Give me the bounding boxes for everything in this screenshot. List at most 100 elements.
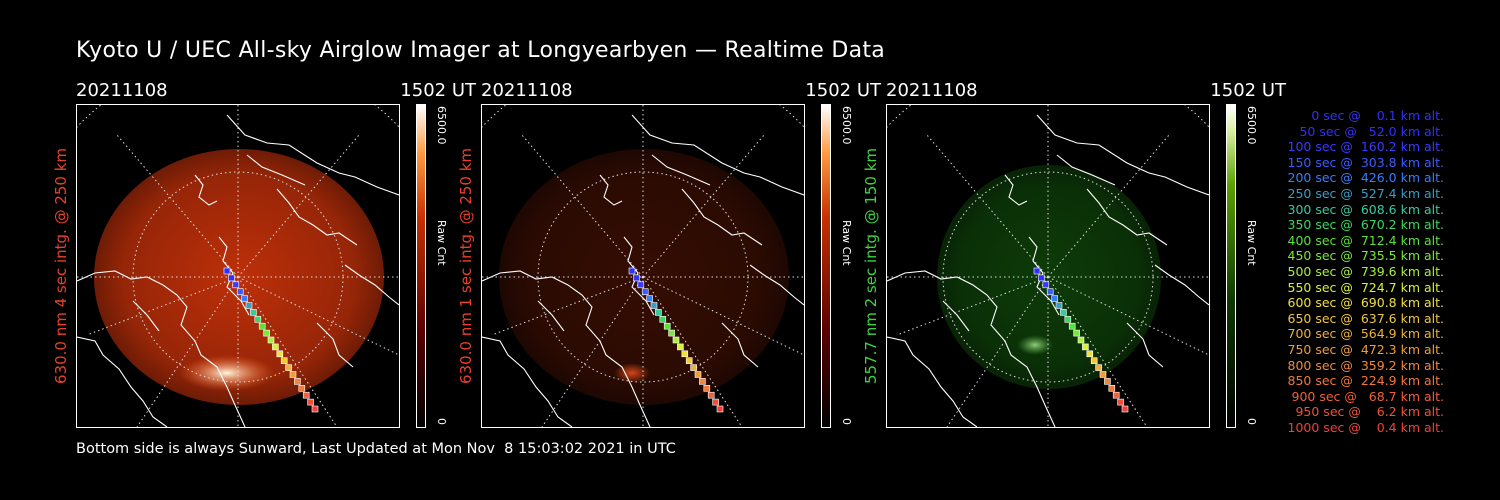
- trajectory-marker: [637, 281, 645, 289]
- legend-entry: 500 sec @ 739.6 km alt.: [1283, 263, 1445, 279]
- trajectory-marker: [263, 329, 270, 337]
- trajectory-marker: [699, 378, 706, 385]
- panel-time: 1502 UT: [400, 80, 476, 101]
- legend-entry: 650 sec @ 637.6 km alt.: [1283, 310, 1445, 326]
- allsky-image: [76, 104, 400, 428]
- trajectory-marker: [641, 288, 649, 295]
- legend-entry: 300 sec @ 608.6 km alt.: [1283, 201, 1445, 217]
- grid-lines: [482, 105, 804, 427]
- trajectory-marker: [1077, 336, 1085, 344]
- panel-wavelength-label: 630.0 nm 4 sec intg. @ 250 km: [52, 147, 70, 385]
- trajectory-marker: [633, 274, 640, 282]
- trajectory-marker: [1099, 371, 1107, 378]
- trajectory-marker: [1051, 295, 1058, 302]
- trajectory-marker: [690, 364, 697, 371]
- trajectory-marker: [276, 350, 284, 358]
- aurora-hotspot: [614, 363, 650, 383]
- trajectory-marker: [236, 288, 244, 295]
- trajectory-legend: 0 sec @ 0.1 km alt. 50 sec @ 52.0 km alt…: [1264, 108, 1445, 435]
- trajectory-marker: [258, 322, 266, 330]
- trajectory-marker: [1068, 322, 1076, 330]
- trajectory-marker: [280, 357, 288, 364]
- legend-entry: 600 sec @ 690.8 km alt.: [1283, 295, 1445, 311]
- colorbar: [1226, 104, 1236, 428]
- airglow-panel-630nm-1sec: 20211108 1502 UT 630.0 nm 1 sec intg. @ …: [457, 80, 881, 430]
- trajectory-marker: [1090, 357, 1098, 364]
- meridian-lines: [77, 105, 399, 427]
- meridian-lines: [482, 105, 804, 427]
- trajectory-marker: [1121, 405, 1129, 413]
- legend-entry: 150 sec @ 303.8 km alt.: [1283, 154, 1445, 170]
- trajectory-marker: [302, 391, 310, 399]
- colorbar-max: 6500.0: [840, 106, 853, 145]
- legend-entry: 200 sec @ 426.0 km alt.: [1283, 170, 1445, 186]
- trajectory-marker: [1046, 288, 1054, 295]
- legend-entry: 700 sec @ 564.9 km alt.: [1283, 326, 1445, 342]
- grid-lines: [887, 105, 1209, 427]
- legend-entry: 50 sec @ 52.0 km alt.: [1291, 123, 1444, 139]
- trajectory-marker: [232, 281, 240, 289]
- panel-date: 20211108: [76, 80, 168, 101]
- legend-entry: 450 sec @ 735.5 km alt.: [1283, 248, 1445, 264]
- trajectory-marker: [1117, 398, 1124, 406]
- trajectory-marker: [712, 398, 719, 406]
- trajectory-marker: [668, 329, 675, 337]
- trajectory-marker: [294, 378, 301, 385]
- trajectory-marker: [1064, 316, 1072, 323]
- legend-entry: 400 sec @ 712.4 km alt.: [1283, 232, 1445, 248]
- trajectory-marker: [1095, 364, 1102, 371]
- trajectory-marker: [1073, 329, 1080, 337]
- trajectory-marker: [250, 309, 257, 316]
- legend-entry: 0 sec @ 0.1 km alt.: [1299, 108, 1444, 123]
- legend-entry: 850 sec @ 224.9 km alt.: [1283, 373, 1445, 389]
- trajectory-marker: [1086, 350, 1094, 358]
- allsky-image: [886, 104, 1210, 428]
- trajectory-marker: [1082, 343, 1089, 351]
- trajectory-marker: [694, 371, 702, 378]
- trajectory-marker: [1108, 384, 1116, 392]
- trajectory-marker: [228, 274, 235, 282]
- trajectory-marker: [311, 405, 319, 413]
- trajectory-marker: [659, 316, 667, 323]
- trajectory-track: [628, 267, 724, 413]
- trajectory-track: [1033, 267, 1129, 413]
- coastline: [887, 114, 1209, 427]
- trajectory-marker: [307, 398, 314, 406]
- trajectory-marker: [703, 384, 711, 392]
- trajectory-marker: [241, 295, 248, 302]
- trajectory-marker: [254, 316, 262, 323]
- legend-entry: 550 sec @ 724.7 km alt.: [1283, 279, 1445, 295]
- trajectory-marker: [1060, 309, 1067, 316]
- aurora-hotspot: [1017, 335, 1053, 355]
- colorbar-max: 6500.0: [435, 106, 448, 145]
- legend-entry: 250 sec @ 527.4 km alt.: [1283, 185, 1445, 201]
- trajectory-marker: [1033, 267, 1041, 275]
- trajectory-marker: [628, 267, 636, 275]
- colorbar-min: 0: [840, 418, 853, 425]
- trajectory-track: [223, 267, 319, 413]
- colorbar-unit: Raw Cnt: [435, 220, 448, 266]
- trajectory-marker: [716, 405, 724, 413]
- update-footer: Bottom side is always Sunward, Last Upda…: [76, 441, 676, 457]
- trajectory-marker: [672, 336, 680, 344]
- grid-lines: [77, 105, 399, 427]
- trajectory-marker: [681, 350, 689, 358]
- legend-entry: 350 sec @ 670.2 km alt.: [1283, 217, 1445, 233]
- colorbar: [821, 104, 831, 428]
- colorbar: [416, 104, 426, 428]
- colorbar-unit: Raw Cnt: [840, 220, 853, 266]
- colorbar-max: 6500.0: [1245, 106, 1258, 145]
- panel-wavelength-label: 630.0 nm 1 sec intg. @ 250 km: [457, 147, 475, 385]
- colorbar-min: 0: [435, 418, 448, 425]
- trajectory-marker: [1055, 302, 1063, 309]
- panel-date: 20211108: [886, 80, 978, 101]
- trajectory-marker: [298, 384, 306, 392]
- panel-date: 20211108: [481, 80, 573, 101]
- trajectory-marker: [223, 267, 231, 275]
- trajectory-marker: [289, 371, 297, 378]
- panel-wavelength-label: 557.7 nm 2 sec intg. @ 150 km: [862, 147, 880, 385]
- trajectory-marker: [663, 322, 671, 330]
- airglow-panel-630nm-4sec: 20211108 1502 UT 630.0 nm 4 sec intg. @ …: [52, 80, 476, 430]
- trajectory-marker: [650, 302, 658, 309]
- trajectory-marker: [1112, 391, 1120, 399]
